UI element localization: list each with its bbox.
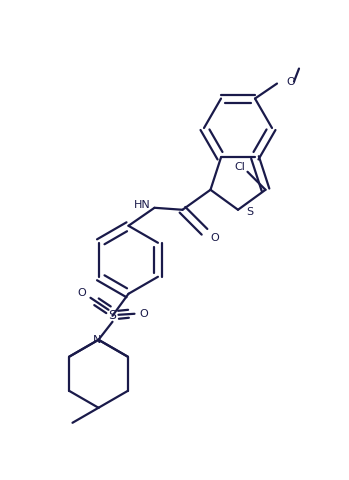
Text: Cl: Cl <box>234 162 245 172</box>
Text: HN: HN <box>134 200 151 210</box>
Text: O: O <box>139 309 148 319</box>
Text: S: S <box>246 207 254 217</box>
Text: N: N <box>93 335 102 345</box>
Text: S: S <box>109 309 117 322</box>
Text: O: O <box>210 233 219 243</box>
Text: O: O <box>286 76 295 86</box>
Text: O: O <box>77 288 86 298</box>
